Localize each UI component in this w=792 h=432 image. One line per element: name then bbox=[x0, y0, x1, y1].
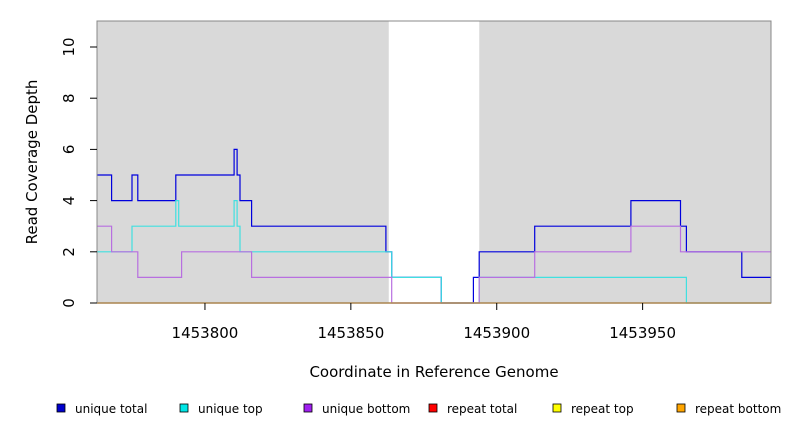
legend-label: repeat total bbox=[447, 402, 517, 416]
series-unique-bottom bbox=[97, 225, 771, 304]
x-tick-label-1453900: 1453900 bbox=[463, 324, 530, 342]
x-tick-label-1453850: 1453850 bbox=[317, 324, 384, 342]
plot-frame bbox=[96, 20, 772, 304]
legend-label: unique bottom bbox=[322, 402, 410, 416]
legend-swatch bbox=[428, 403, 438, 413]
legend-label: repeat bottom bbox=[695, 402, 781, 416]
legend-item-repeat-total: repeat total bbox=[428, 402, 517, 416]
shaded-region-1 bbox=[97, 21, 389, 303]
legend-label: unique total bbox=[75, 402, 147, 416]
legend-label: unique top bbox=[198, 402, 263, 416]
legend: unique total unique top unique bottom repea… bbox=[56, 402, 781, 416]
y-tick-label-10: 10 bbox=[60, 37, 78, 56]
legend-item-unique-total: unique total bbox=[56, 402, 147, 416]
y-axis-title: Read Coverage Depth bbox=[23, 80, 41, 245]
legend-swatch bbox=[676, 403, 686, 413]
legend-item-unique-top: unique top bbox=[179, 402, 263, 416]
legend-swatch bbox=[552, 403, 562, 413]
x-axis-title: Coordinate in Reference Genome bbox=[309, 363, 558, 381]
legend-label: repeat top bbox=[571, 402, 634, 416]
y-tick-label-2: 2 bbox=[60, 247, 78, 257]
legend-item-unique-bottom: unique bottom bbox=[303, 402, 410, 416]
y-axis: 0 2 4 6 8 10 bbox=[60, 37, 97, 308]
y-tick-label-8: 8 bbox=[60, 93, 78, 103]
y-tick-label-4: 4 bbox=[60, 196, 78, 206]
x-tick-label-1453950: 1453950 bbox=[609, 324, 676, 342]
legend-swatch bbox=[56, 403, 66, 413]
shaded-region-2 bbox=[479, 21, 771, 303]
legend-item-repeat-bottom: repeat bottom bbox=[676, 402, 781, 416]
legend-swatch bbox=[303, 403, 313, 413]
x-tick-label-1453800: 1453800 bbox=[172, 324, 239, 342]
y-tick-label-0: 0 bbox=[60, 298, 78, 308]
y-tick-label-6: 6 bbox=[60, 145, 78, 155]
legend-swatch bbox=[179, 403, 189, 413]
shaded-regions bbox=[97, 21, 771, 303]
x-axis: 1453800 1453850 1453900 1453950 bbox=[172, 303, 676, 342]
legend-item-repeat-top: repeat top bbox=[552, 402, 634, 416]
